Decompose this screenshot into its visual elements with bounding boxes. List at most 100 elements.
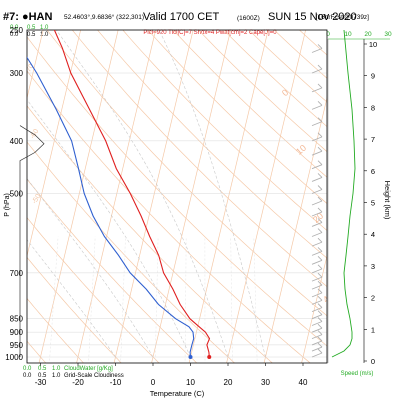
temperature-surface-point	[207, 355, 212, 359]
isotherm-line	[113, 30, 194, 363]
legend-tick: 0.5	[38, 366, 47, 372]
wind-barb-flag	[317, 173, 323, 178]
wind-speed-line	[331, 29, 356, 358]
plot-frame	[26, 29, 328, 364]
legend-tick: 0.0	[23, 366, 32, 372]
wind-barb	[311, 150, 323, 156]
wind-barb-flag	[317, 117, 323, 122]
dry-adiabat-line	[198, 30, 327, 153]
wind-barb-flag	[317, 228, 323, 233]
speed-axis-label: Speed (m/s)	[341, 371, 374, 377]
dry-adiabat-line	[27, 36, 327, 347]
wind-barb	[311, 189, 323, 194]
wind-barb	[311, 164, 323, 170]
dry-adiabat-line	[223, 30, 327, 128]
mixing-ratio-line	[253, 236, 258, 363]
wind-barb-flag	[317, 146, 323, 152]
dry-adiabat-line	[147, 30, 327, 204]
wind-barb-flag	[317, 342, 323, 348]
wind-barb-flag	[317, 323, 323, 329]
x-axis-label: Temperature (C)	[150, 389, 205, 398]
wind-barb-flag	[317, 330, 323, 335]
height-tick-label: 5	[371, 199, 375, 208]
dry-adiabat-line	[27, 70, 311, 363]
height-tick-label: 4	[371, 230, 375, 239]
wind-barb	[311, 222, 323, 227]
wind-barb-flag	[317, 336, 323, 342]
legend-tick: 1.0	[52, 366, 61, 372]
pressure-tick-label: 1000	[5, 353, 23, 362]
dry-adiabat-label: 40	[321, 291, 335, 305]
legend-tick: 0.5	[27, 25, 36, 31]
dry-adiabat-line	[27, 217, 160, 363]
station-coords: 52.4603°,9.6836° (322,301)	[64, 13, 144, 21]
wind-barb	[311, 268, 323, 274]
wind-barb-flag	[317, 348, 323, 354]
dry-adiabat-line	[27, 105, 273, 363]
wind-barb-flag	[317, 255, 323, 261]
dry-adiabat-line	[273, 30, 327, 79]
pressure-tick-label: 900	[10, 328, 24, 337]
height-tick-label: 1	[371, 325, 375, 334]
isotherm-line	[226, 30, 306, 363]
pressure-tick-label: 500	[10, 190, 24, 199]
background-lines: 0 10 20 30 40 -70 -60 -50	[24, 30, 335, 363]
dry-adiabat-line	[27, 178, 198, 363]
wind-barb-flag	[317, 218, 323, 223]
dry-adiabat-line	[27, 297, 84, 363]
dry-adiabat-line	[46, 30, 327, 317]
wind-barb	[311, 340, 323, 346]
wind-barb	[311, 241, 323, 247]
moist-adiabat-line	[27, 99, 191, 358]
wind-barb-flag	[317, 83, 323, 89]
wind-barb-flag	[317, 132, 323, 138]
wind-barb	[311, 352, 323, 358]
sounding-indices: Plcl=920 Tlcl[C]=7 Shox=4 Pwat[cm]=2 Cap…	[143, 30, 277, 36]
dry-adiabat-label: 10	[294, 143, 308, 157]
wind-barb	[311, 232, 323, 237]
temperature-tick-label: 30	[261, 378, 270, 387]
temperature-tick-label: -10	[110, 378, 122, 387]
height-tick-label: 2	[371, 294, 375, 303]
dry-adiabat-line	[172, 30, 327, 178]
temperature-tick-label: 20	[224, 378, 233, 387]
dry-adiabat-line	[97, 30, 327, 259]
wind-barb	[311, 327, 323, 333]
dry-adiabat-line	[122, 30, 327, 231]
pressure-tick-label: 700	[10, 269, 24, 278]
wind-barb-flag	[317, 44, 323, 49]
wind-barb	[311, 346, 323, 352]
wind-barb-flag	[317, 237, 323, 243]
height-axis-label: Height (km)	[383, 181, 392, 220]
speed-tick: 20	[364, 31, 372, 38]
isotherm-label: -70	[24, 63, 35, 75]
dry-adiabat-line	[27, 141, 236, 363]
pressure-tick-label: 250	[10, 26, 24, 35]
valid-time: Valid 1700 CET	[143, 11, 220, 23]
height-tick-label: 10	[369, 40, 377, 49]
moist-adiabat-line	[27, 177, 154, 358]
valid-time-utc: (1600Z)	[237, 15, 260, 22]
sounding-traces	[27, 30, 212, 359]
legend-tick: 1.0	[52, 373, 61, 379]
height-axis: 0 1 2 3 4 5 6 7 8 9 10	[364, 40, 377, 366]
mixing-ratio-line	[88, 236, 96, 363]
temperature-trace	[53, 30, 211, 358]
cloudiness-outline	[19, 125, 45, 357]
speed-tick: 10	[344, 31, 352, 38]
legend-tick: 1.0	[40, 25, 49, 31]
wind-barb	[311, 200, 323, 206]
legend-tick: 0.0	[10, 25, 19, 31]
wind-column	[19, 29, 365, 363]
legend-tick: 0.5	[27, 32, 36, 38]
dry-adiabat-line	[248, 30, 327, 103]
wind-barb-flag	[317, 303, 323, 308]
dry-adiabat-label: 20	[311, 211, 325, 225]
wind-barb	[311, 276, 323, 282]
legend-tick: 1.0	[40, 32, 49, 38]
wind-barb	[311, 211, 323, 217]
dewpoint-surface-point	[188, 355, 193, 359]
wind-barb-flag	[317, 296, 323, 301]
pressure-axis: 1000 950 900 850 700 500 400 300 250	[5, 26, 23, 362]
